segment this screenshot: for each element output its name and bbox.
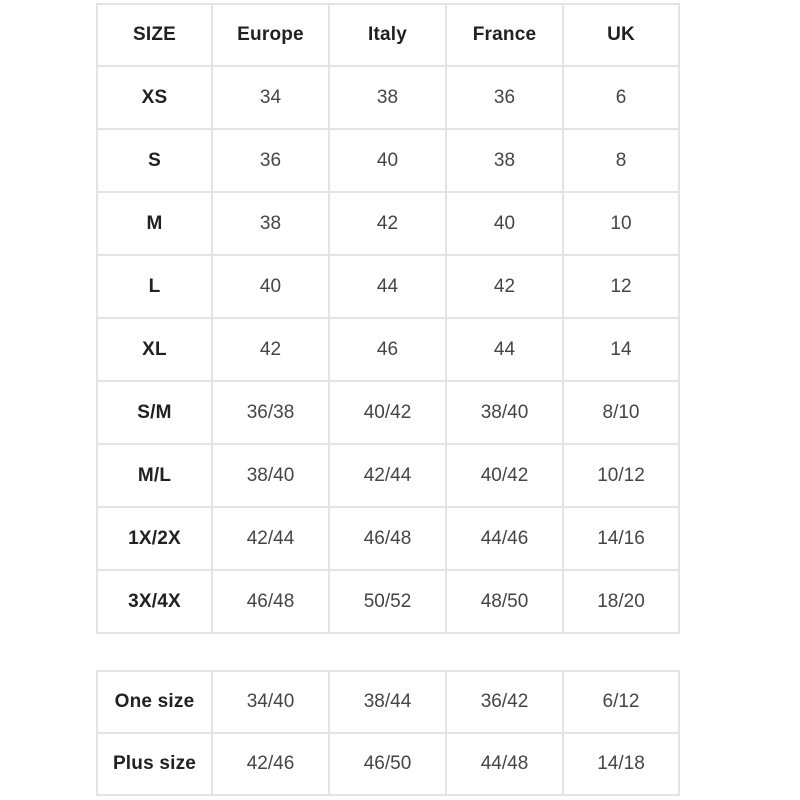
table-row-3x-4x: 3X/4X 46/48 50/52 48/50 18/20 (96, 569, 680, 634)
size-value-cell: 40 (328, 128, 447, 193)
size-value-cell: 40/42 (445, 443, 564, 508)
column-header-europe: Europe (211, 3, 330, 67)
size-value-cell: 38/40 (445, 380, 564, 445)
size-value-cell: 50/52 (328, 569, 447, 634)
size-value-cell: 36 (445, 65, 564, 130)
table-row-plus-size: Plus size 42/46 46/50 44/48 14/18 (96, 732, 680, 796)
size-value-cell: 34 (211, 65, 330, 130)
size-value-cell: 46/48 (211, 569, 330, 634)
size-label-cell: M (96, 191, 213, 256)
size-value-cell: 44 (328, 254, 447, 319)
size-value-cell: 12 (562, 254, 680, 319)
size-value-cell: 8/10 (562, 380, 680, 445)
size-value-cell: 44/48 (445, 732, 564, 796)
size-value-cell: 40/42 (328, 380, 447, 445)
size-label-cell: XL (96, 317, 213, 382)
size-value-cell: 10 (562, 191, 680, 256)
size-conversion-table: SIZE Europe Italy France UK XS 34 38 36 … (96, 3, 680, 634)
size-value-cell: 40 (211, 254, 330, 319)
size-value-cell: 36/42 (445, 670, 564, 734)
size-value-cell: 38/44 (328, 670, 447, 734)
size-value-cell: 42 (328, 191, 447, 256)
size-value-cell: 6/12 (562, 670, 680, 734)
size-value-cell: 18/20 (562, 569, 680, 634)
size-value-cell: 44/46 (445, 506, 564, 571)
size-value-cell: 42 (211, 317, 330, 382)
size-label-cell: L (96, 254, 213, 319)
size-value-cell: 14 (562, 317, 680, 382)
table-header-row: SIZE Europe Italy France UK (96, 3, 680, 67)
table-row-s-m: S/M 36/38 40/42 38/40 8/10 (96, 380, 680, 445)
size-label-cell: 1X/2X (96, 506, 213, 571)
table-row-l: L 40 44 42 12 (96, 254, 680, 319)
size-value-cell: 8 (562, 128, 680, 193)
table-row-xs: XS 34 38 36 6 (96, 65, 680, 130)
table-row-m-l: M/L 38/40 42/44 40/42 10/12 (96, 443, 680, 508)
size-value-cell: 40 (445, 191, 564, 256)
size-value-cell: 44 (445, 317, 564, 382)
size-label-cell: S/M (96, 380, 213, 445)
size-value-cell: 48/50 (445, 569, 564, 634)
size-value-cell: 36 (211, 128, 330, 193)
size-value-cell: 38 (445, 128, 564, 193)
one-size-plus-size-table: One size 34/40 38/44 36/42 6/12 Plus siz… (96, 670, 680, 796)
table-row-m: M 38 42 40 10 (96, 191, 680, 256)
size-value-cell: 6 (562, 65, 680, 130)
size-value-cell: 14/18 (562, 732, 680, 796)
column-header-uk: UK (562, 3, 680, 67)
table-row-s: S 36 40 38 8 (96, 128, 680, 193)
size-value-cell: 46/50 (328, 732, 447, 796)
size-value-cell: 46/48 (328, 506, 447, 571)
size-value-cell: 38 (211, 191, 330, 256)
size-value-cell: 14/16 (562, 506, 680, 571)
size-value-cell: 46 (328, 317, 447, 382)
column-header-france: France (445, 3, 564, 67)
table-row-1x-2x: 1X/2X 42/44 46/48 44/46 14/16 (96, 506, 680, 571)
size-label-cell: 3X/4X (96, 569, 213, 634)
size-value-cell: 42/44 (328, 443, 447, 508)
size-value-cell: 42 (445, 254, 564, 319)
size-value-cell: 36/38 (211, 380, 330, 445)
column-header-size: SIZE (96, 3, 213, 67)
size-label-cell: M/L (96, 443, 213, 508)
size-value-cell: 42/46 (211, 732, 330, 796)
table-row-xl: XL 42 46 44 14 (96, 317, 680, 382)
size-label-cell: Plus size (96, 732, 213, 796)
size-value-cell: 10/12 (562, 443, 680, 508)
column-header-italy: Italy (328, 3, 447, 67)
table-row-one-size: One size 34/40 38/44 36/42 6/12 (96, 670, 680, 734)
size-label-cell: XS (96, 65, 213, 130)
size-label-cell: S (96, 128, 213, 193)
size-value-cell: 42/44 (211, 506, 330, 571)
size-label-cell: One size (96, 670, 213, 734)
size-value-cell: 38/40 (211, 443, 330, 508)
size-value-cell: 34/40 (211, 670, 330, 734)
size-value-cell: 38 (328, 65, 447, 130)
